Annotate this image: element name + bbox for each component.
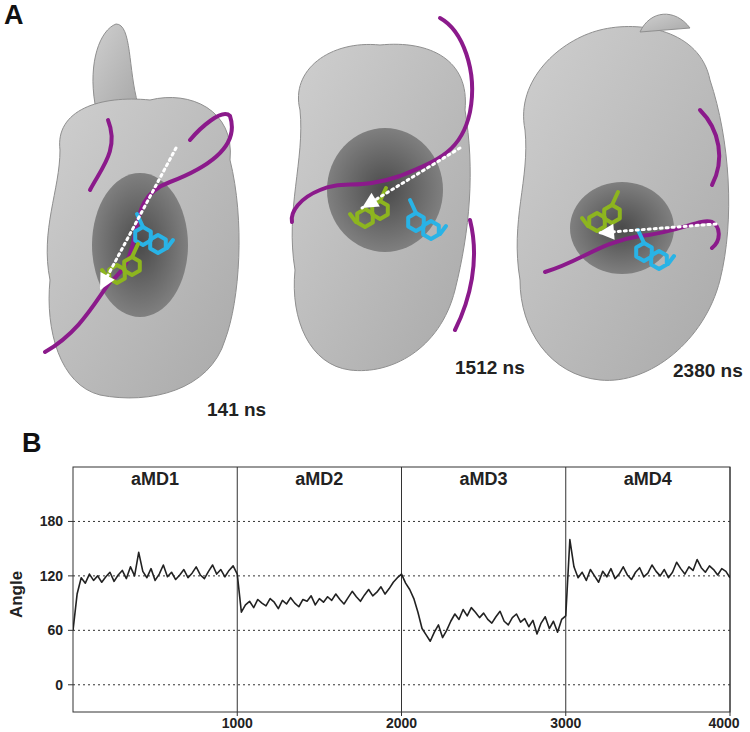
tick-label: 120: [40, 568, 64, 584]
protein-snapshot: [292, 18, 474, 371]
section-label: aMD3: [460, 469, 508, 489]
tick-label: 0: [55, 677, 63, 693]
separator-line: [565, 467, 566, 716]
tick: [68, 575, 73, 576]
binding-pocket: [92, 173, 188, 317]
angle-line: [73, 540, 730, 642]
protein-surface: [640, 14, 690, 32]
tick-label: 60: [47, 622, 63, 638]
protein-surface: [47, 98, 239, 398]
ribbon: [455, 220, 474, 330]
arrow-head: [100, 272, 115, 290]
separator-line: [237, 467, 238, 716]
arrow-head: [598, 224, 615, 240]
axis-title: Angle: [7, 571, 26, 618]
separator-line: [401, 467, 402, 716]
ring: [150, 235, 166, 253]
tick: [68, 630, 73, 631]
bond: [582, 192, 618, 226]
tick-label: 1000: [222, 715, 253, 731]
tick-label: 4000: [708, 715, 739, 731]
panel-label: B: [22, 428, 42, 458]
binding-pocket: [570, 182, 674, 274]
separator-line: [730, 467, 731, 716]
bond: [350, 188, 386, 222]
bond: [102, 244, 138, 278]
protein-surface: [93, 24, 138, 104]
ribbon: [45, 114, 232, 352]
ribbon: [90, 120, 112, 190]
ring: [651, 251, 667, 269]
ring: [423, 221, 439, 239]
tick-label: 3000: [550, 715, 581, 731]
bond: [638, 230, 674, 264]
ribbon: [292, 18, 472, 222]
page: {"panel_a": {"label": "A", "snapshots": …: [0, 0, 750, 732]
ribbon: [700, 110, 719, 185]
section-label: aMD2: [295, 469, 343, 489]
panel-label: A: [4, 0, 24, 30]
tick: [68, 521, 73, 522]
protein-surface: [292, 44, 470, 370]
figure: A 141 ns 1512 ns 2380 ns B 0 60 120 180 1000 2000 3…: [0, 0, 750, 732]
bond: [410, 200, 446, 234]
data-group: [73, 540, 730, 642]
bond: [137, 214, 173, 248]
ring: [589, 213, 605, 231]
chart: 0 60 120 180 1000 2000 3000 4000 Angle aMD1 aMD2 aM…: [7, 467, 740, 731]
protein-snapshot: [517, 14, 729, 380]
section-label: aMD4: [624, 469, 672, 489]
tick: [68, 684, 73, 685]
ring: [357, 209, 373, 227]
time-label: 141 ns: [207, 399, 266, 420]
time-label: 2380 ns: [673, 360, 743, 381]
time-label: 1512 ns: [455, 357, 525, 378]
axis-arrow: [598, 224, 716, 233]
section-label: aMD1: [131, 469, 179, 489]
arrow-head: [362, 193, 380, 208]
protein-surface: [517, 27, 729, 381]
binding-pocket: [327, 128, 443, 252]
axis-arrow: [362, 148, 460, 208]
ribbon: [545, 221, 719, 272]
protein-snapshot: [45, 24, 239, 398]
axis-arrow: [100, 148, 176, 290]
tick-label: 2000: [386, 715, 417, 731]
tick-label: 180: [40, 513, 64, 529]
